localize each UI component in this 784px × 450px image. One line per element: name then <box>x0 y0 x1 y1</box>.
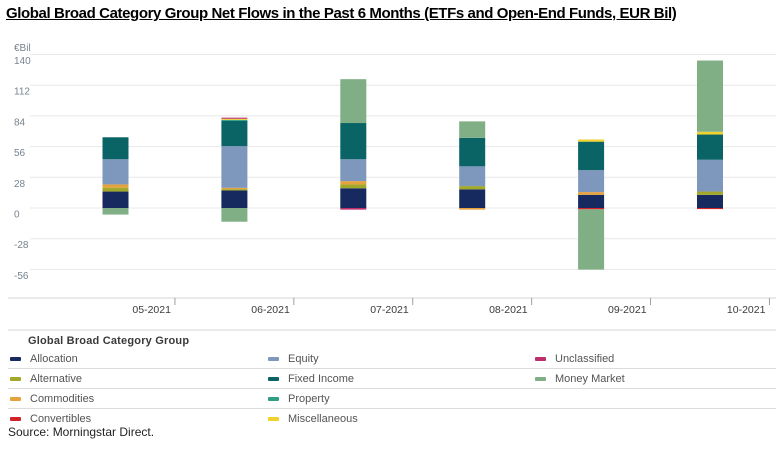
source-note: Source: Morningstar Direct. <box>8 425 155 439</box>
bar-segment-allocation-05-2021 <box>102 191 129 208</box>
legend-row: Alternative Fixed Income Money Market <box>8 369 776 389</box>
legend-item-label: Miscellaneous <box>288 412 358 425</box>
bar-segment-allocation-09-2021 <box>578 194 605 208</box>
x-tick-label-06-2021: 06-2021 <box>251 304 290 316</box>
bar-segment-alternative-08-2021 <box>459 186 486 190</box>
bar-segment-unclassified-06-2021 <box>221 117 248 119</box>
y-tick-label: 56 <box>14 148 26 159</box>
x-tick-label-09-2021: 09-2021 <box>608 304 647 316</box>
legend-item-label: Equity <box>288 352 319 365</box>
bar-segment-equity-10-2021 <box>697 159 723 192</box>
bar-segment-convertibles-09-2021 <box>578 208 605 210</box>
y-tick-label: 140 <box>14 56 31 67</box>
money-market-swatch-icon <box>535 376 546 381</box>
legend-title: Global Broad Category Group <box>28 335 190 347</box>
legend-item-fixed-income: Fixed Income <box>268 373 535 385</box>
chart-title: Global Broad Category Group Net Flows in… <box>6 5 677 22</box>
bar-segment-commodities-08-2021 <box>459 208 486 210</box>
fixed-income-swatch-icon <box>268 376 279 381</box>
legend-rows: Allocation Equity Unclassified Alternative F… <box>8 349 776 428</box>
bar-segment-allocation-10-2021 <box>697 194 723 208</box>
legend-item-alternative: Alternative <box>10 373 268 385</box>
bar-segment-alternative-05-2021 <box>102 187 129 192</box>
legend-item-label: Allocation <box>30 352 78 365</box>
unclassified-swatch-icon <box>535 356 546 361</box>
equity-swatch-icon <box>268 356 279 361</box>
bar-segment-alternative-06-2021 <box>221 189 248 191</box>
bar-segment-commodities-05-2021 <box>102 184 129 188</box>
x-tick-label-08-2021: 08-2021 <box>489 304 528 316</box>
convertibles-swatch-icon <box>10 416 21 421</box>
legend-item-commodities: Commodities <box>10 393 268 405</box>
bar-segment-commodities-06-2021 <box>221 187 248 190</box>
allocation-swatch-icon <box>10 356 21 361</box>
y-tick-label: 28 <box>14 179 26 190</box>
legend-item-label: Commodities <box>30 392 95 405</box>
legend-item-property: Property <box>268 393 535 405</box>
bar-segment-equity-07-2021 <box>340 159 367 182</box>
legend-item-money-market: Money Market <box>535 373 776 385</box>
bar-segment-allocation-07-2021 <box>340 188 367 208</box>
bar-segment-fixed-income-07-2021 <box>340 123 367 160</box>
miscellaneous-swatch-icon <box>268 416 279 421</box>
bar-segment-money-market-05-2021 <box>102 208 129 215</box>
bar-segment-money-market-08-2021 <box>459 121 486 138</box>
y-axis-unit-label: €Bil <box>14 43 31 54</box>
bar-segment-alternative-07-2021 <box>340 184 367 189</box>
y-tick-label: 84 <box>14 117 26 128</box>
bar-segment-money-market-10-2021 <box>697 60 723 132</box>
legend-item-label: Unclassified <box>555 352 615 365</box>
bar-segment-alternative-10-2021 <box>697 191 723 195</box>
alternative-swatch-icon <box>10 376 21 381</box>
legend-item-label: Property <box>288 392 330 405</box>
bar-segment-allocation-08-2021 <box>459 189 486 208</box>
bar-segment-property-06-2021 <box>221 119 248 121</box>
bar-segment-miscellaneous-09-2021 <box>578 139 605 142</box>
bar-segment-equity-06-2021 <box>221 146 248 188</box>
legend-item-label: Alternative <box>30 372 82 385</box>
bar-segment-equity-08-2021 <box>459 166 486 187</box>
bar-segment-money-market-06-2021 <box>221 208 248 222</box>
legend-item-label: Money Market <box>555 372 625 385</box>
bar-segment-money-market-09-2021 <box>578 209 605 270</box>
x-tick-label-07-2021: 07-2021 <box>370 304 409 316</box>
bar-segment-money-market-07-2021 <box>340 79 367 124</box>
y-tick-label: 0 <box>14 210 20 221</box>
legend-item-equity: Equity <box>268 353 535 365</box>
bar-segment-commodities-09-2021 <box>578 192 605 195</box>
legend-item-unclassified: Unclassified <box>535 353 776 365</box>
legend-item-convertibles: Convertibles <box>10 413 268 425</box>
y-tick-label: -56 <box>14 271 29 282</box>
bar-segment-commodities-07-2021 <box>340 181 367 185</box>
y-tick-label: -28 <box>14 240 29 251</box>
bar-segment-fixed-income-09-2021 <box>578 141 605 171</box>
x-tick-label-10-2021: 10-2021 <box>727 304 766 316</box>
bar-segment-fixed-income-05-2021 <box>102 137 129 160</box>
net-flows-stacked-bar-chart: €Bil 140 112 84 56 28 0 -28 -56 05-2021 06-2021 07-… <box>8 43 776 331</box>
x-tick-label-05-2021: 05-2021 <box>132 304 171 316</box>
legend-row: Convertibles Miscellaneous <box>8 409 776 428</box>
bar-segment-fixed-income-10-2021 <box>697 134 723 160</box>
legend-item-miscellaneous: Miscellaneous <box>268 413 535 425</box>
bar-segment-fixed-income-08-2021 <box>459 137 486 167</box>
property-swatch-icon <box>268 396 279 401</box>
bar-segment-equity-09-2021 <box>578 170 605 193</box>
bar-segment-fixed-income-06-2021 <box>221 120 248 147</box>
legend-item-label: Convertibles <box>30 412 92 425</box>
legend-item-label: Fixed Income <box>288 372 355 385</box>
legend: Global Broad Category Group Allocation Eq… <box>0 332 784 428</box>
legend-item-allocation: Allocation <box>10 353 268 365</box>
bar-segment-convertibles-10-2021 <box>697 208 723 210</box>
bar-segment-allocation-06-2021 <box>221 190 248 208</box>
commodities-swatch-icon <box>10 396 21 401</box>
y-tick-label: 112 <box>14 87 30 98</box>
bar-segment-miscellaneous-10-2021 <box>697 131 723 135</box>
legend-row: Allocation Equity Unclassified <box>8 349 776 369</box>
legend-row: Commodities Property <box>8 389 776 409</box>
bar-segment-equity-05-2021 <box>102 159 129 185</box>
bar-segment-miscellaneous-06-2021 <box>221 118 248 120</box>
bar-segment-unclassified-07-2021 <box>340 208 367 210</box>
